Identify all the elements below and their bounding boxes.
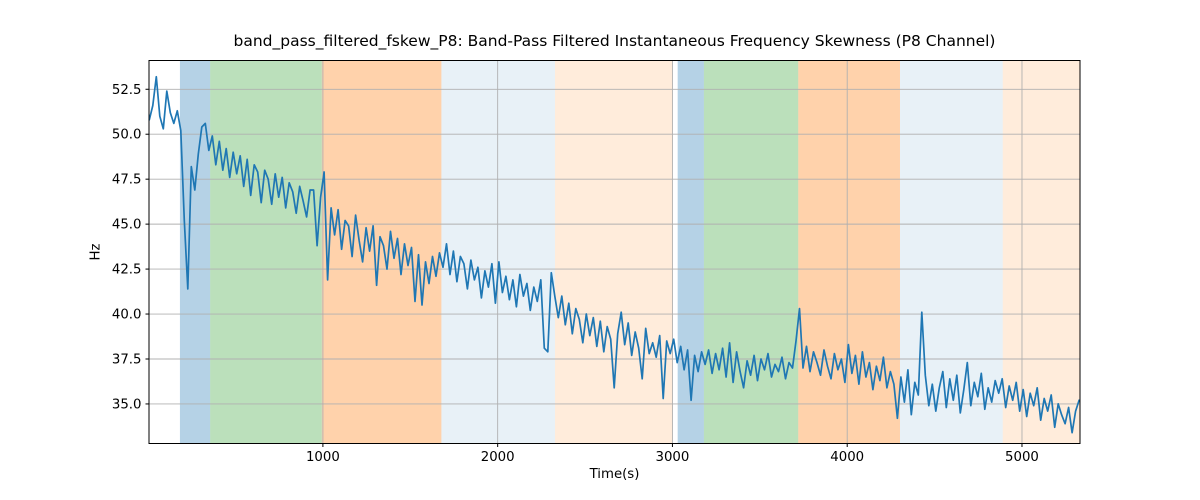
blue-band-1 <box>179 60 211 444</box>
green-band-1 <box>210 60 322 444</box>
y-tick-label: 45.0 <box>112 218 142 233</box>
y-axis-label: Hz <box>88 243 104 261</box>
y-tick-label: 37.5 <box>112 352 142 367</box>
y-tick-label: 42.5 <box>112 263 142 278</box>
orange-band-1 <box>321 60 442 444</box>
y-tick-label: 47.5 <box>112 173 142 188</box>
x-tick-label: 2000 <box>481 450 515 465</box>
y-tick-label: 50.0 <box>112 128 142 143</box>
lightblue-band-1 <box>441 60 555 444</box>
y-tick-label: 52.5 <box>112 83 142 98</box>
green-band-2 <box>703 60 799 444</box>
x-axis-label: Time(s) <box>589 467 640 482</box>
orange-band-2 <box>798 60 900 444</box>
x-tick-label: 4000 <box>830 450 864 465</box>
x-tick-label: 3000 <box>656 450 690 465</box>
chart-title: band_pass_filtered_fskew_P8: Band-Pass F… <box>233 32 996 50</box>
axes-frame <box>148 60 1081 444</box>
series-line <box>148 75 1080 434</box>
tick-labels: 35.0 37.5 40.0 42.5 45.0 47.5 50.0 52.5 1000 2000… <box>112 83 1039 465</box>
lightblue-band-2 <box>899 60 1003 444</box>
x-tick-label: 5000 <box>1005 450 1039 465</box>
blue-band-2 <box>677 60 704 444</box>
ticks <box>145 88 1023 447</box>
lightorange-band-2 <box>1002 60 1080 444</box>
highlight-bands <box>179 60 1080 444</box>
x-tick-label: 1000 <box>306 450 340 465</box>
y-tick-label: 40.0 <box>112 308 142 323</box>
y-tick-label: 35.0 <box>112 397 142 412</box>
